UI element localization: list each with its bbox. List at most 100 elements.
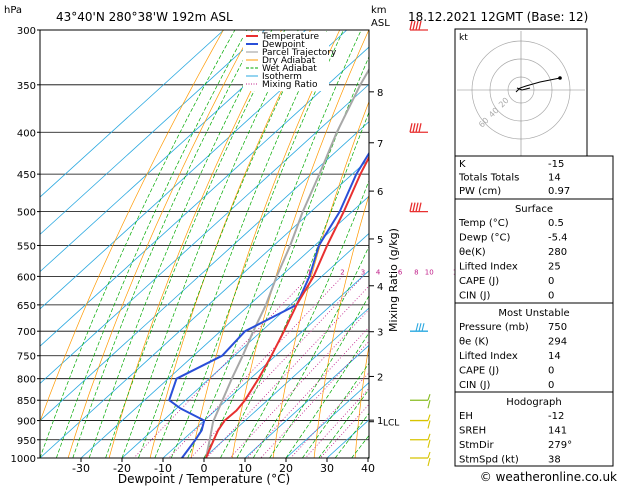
dry-adiabat-line	[354, 343, 369, 458]
wind-barb	[410, 414, 431, 429]
pressure-tick-label: 1000	[11, 454, 36, 465]
legend-label: Parcel Trajectory	[262, 48, 337, 58]
x-tick-label: -20	[113, 462, 131, 475]
hodograph-plot: kt 60 40 20	[454, 28, 588, 159]
pressure-tick-label: 550	[17, 241, 36, 252]
legend-label: Temperature	[261, 32, 319, 42]
table-row-value: 14	[548, 173, 561, 184]
table-row-label: CIN (J)	[459, 380, 490, 391]
x-tick-label: 20	[279, 462, 293, 475]
wind-barb	[410, 323, 428, 332]
table-row-value: -12	[548, 411, 564, 422]
km-tick-label: 5	[377, 235, 383, 246]
km-tick-label: 7	[377, 139, 383, 150]
isotherm-line	[203, 307, 369, 458]
table-row-value: 750	[548, 322, 567, 333]
table-row-label: θe(K)	[459, 247, 486, 258]
wet-adiabat-line	[252, 245, 369, 458]
location-title: 43°40'N 280°38'W 192m ASL	[56, 10, 233, 24]
km-tick-label: 8	[377, 88, 383, 99]
wind-barb	[410, 433, 431, 448]
km-tick-label: 6	[377, 187, 383, 198]
dry-adiabat-line	[231, 30, 369, 458]
pressure-tick-label: 650	[17, 301, 36, 312]
wet-adiabat-line	[318, 388, 369, 458]
mixing-ratio-label: 2	[340, 268, 344, 276]
isotherm-line	[40, 30, 266, 235]
wet-adiabat-line	[40, 30, 236, 458]
wet-adiabat-line	[72, 30, 260, 458]
table-row-label: CAPE (J)	[459, 366, 499, 377]
km-tick-label: 1	[377, 416, 383, 427]
surface-section-title: Surface	[515, 204, 553, 215]
x-tick-label: 0	[201, 462, 208, 475]
hodograph-stats-box	[454, 391, 614, 467]
wet-adiabat-line	[88, 30, 273, 458]
mixing-ratio-label: 1	[307, 268, 311, 276]
mixing-ratio-line	[260, 340, 369, 458]
x-tick-label: 30	[320, 462, 334, 475]
isotherm-line	[121, 232, 369, 458]
wet-adiabat-line	[187, 30, 362, 458]
table-row-label: StmDir	[459, 440, 494, 451]
table-row-label: CAPE (J)	[459, 276, 499, 287]
dry-adiabat-line	[67, 30, 253, 458]
hodograph-storm-motion	[516, 87, 531, 91]
isotherm-line	[40, 121, 369, 422]
mixing-ratio-line	[305, 387, 369, 458]
x-tick-label: 40	[361, 462, 375, 475]
copyright-footer: © weatheronline.co.uk	[480, 470, 617, 484]
mixing-ratio-label: 3	[361, 268, 365, 276]
table-row-value: -5.4	[548, 233, 568, 244]
wet-adiabat-line	[170, 30, 344, 458]
mixing-ratio-label: 8	[414, 268, 418, 276]
pressure-tick-label: 450	[17, 170, 36, 181]
table-row-label: Lifted Index	[459, 351, 518, 362]
dry-adiabat-line	[149, 30, 311, 458]
table-row-value: -15	[548, 159, 564, 170]
mixing-ratio-label: 6	[398, 268, 403, 276]
table-row-label: EH	[459, 411, 473, 422]
isotherm-line	[285, 382, 369, 458]
x-tick-label: -10	[154, 462, 172, 475]
pressure-tick-label: 800	[17, 375, 36, 386]
table-row-value: 0	[548, 291, 554, 302]
temperature-line	[205, 155, 369, 458]
mixing-ratio-line	[190, 276, 364, 458]
hodograph-end-point	[558, 76, 562, 80]
pressure-tick-label: 850	[17, 396, 36, 407]
hpa-label: hPa	[4, 5, 22, 16]
wind-barb	[409, 123, 428, 133]
table-row-value: 294	[548, 337, 567, 348]
isotherm-line	[162, 270, 369, 458]
km-tick-label: 4	[377, 282, 383, 293]
x-axis-title: Dewpoint / Temperature (°C)	[118, 472, 290, 486]
wet-adiabat-line	[56, 30, 248, 458]
isotherm-line	[40, 158, 369, 458]
isotherm-line	[80, 195, 369, 458]
x-tick-label: -30	[72, 462, 90, 475]
isotherm-line	[40, 30, 307, 273]
table-row-label: CIN (J)	[459, 291, 490, 302]
table-row-label: θe (K)	[459, 337, 489, 348]
asl-label: ASL	[371, 18, 390, 29]
mixing-ratio-line	[133, 276, 310, 458]
parcel-trajectory-line	[205, 67, 369, 458]
mixing-ratio-line	[229, 309, 369, 458]
isotherm-line	[40, 46, 369, 347]
indices-panel: K -15 Totals Totals 14 PW (cm) 0.97 Surface Tem…	[454, 155, 614, 467]
table-row-value: 0	[548, 276, 554, 287]
isotherm-line	[40, 30, 348, 310]
isotherm-line	[244, 344, 369, 458]
table-row-label: Temp (°C)	[458, 218, 509, 229]
x-tick-label: 10	[238, 462, 252, 475]
most-unstable-box	[454, 302, 614, 393]
wind-barb	[410, 451, 431, 467]
wet-adiabat-line	[105, 30, 286, 458]
wet-adiabat-line	[236, 179, 369, 458]
wind-barb	[409, 20, 428, 31]
legend-label: Dry Adiabat	[262, 56, 316, 66]
